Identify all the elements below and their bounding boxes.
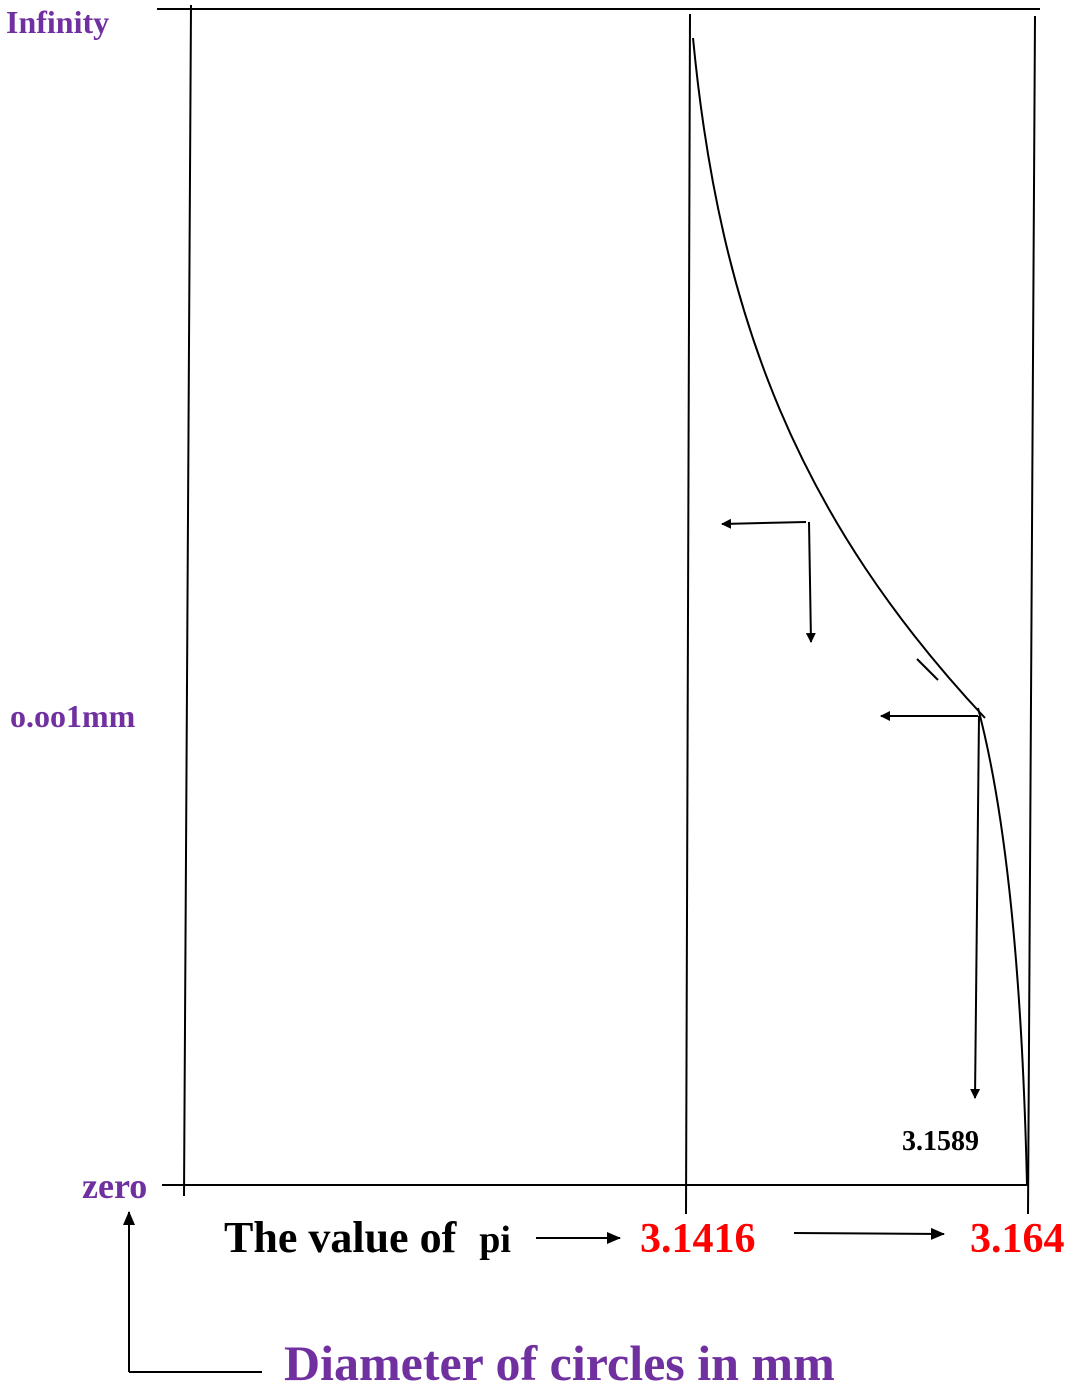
infinity-label: Infinity [6,4,109,40]
pi-curve-lower [977,707,1028,1186]
annotation-3-1589: 3.1589 [902,1126,979,1157]
axis-caption: Diameter of circles in mm [284,1335,835,1388]
left-vertical-line [183,4,192,1197]
upper-down-arrow [805,521,816,643]
value-3-164: 3.164 [970,1216,1065,1262]
zero-label: zero [82,1166,147,1206]
pi-curve [692,37,986,719]
lower-down-arrow [970,715,981,1099]
pi-3-1416-vertical-line [685,13,691,1215]
value-3-1416: 3.1416 [640,1216,756,1262]
value-arrow [793,1227,945,1240]
pi-3-164-vertical-line [1027,15,1036,1215]
pi-word: pi [479,1219,511,1261]
pi-value-caption: The value of pi [224,1213,511,1262]
diameter-0-001mm-label: o.oo1mm [10,698,136,734]
upper-left-arrow [721,518,807,529]
curve-tick-mark [916,658,939,681]
pi-value-text: The value of [224,1213,458,1262]
